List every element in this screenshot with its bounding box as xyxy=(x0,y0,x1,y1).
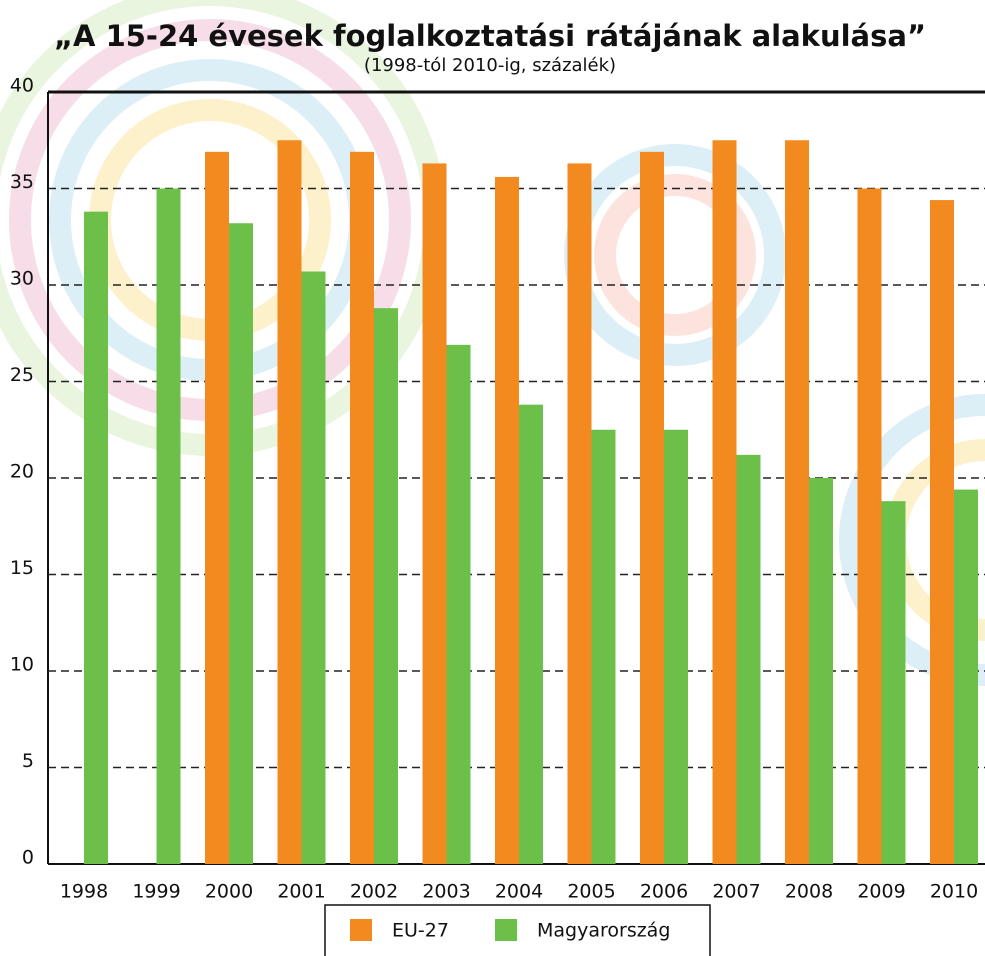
legend-label: Magyarország xyxy=(537,920,670,942)
chart-subtitle: (1998-tól 2010-ig, százalék) xyxy=(364,55,616,76)
bar xyxy=(785,140,809,864)
chart-title: „A 15-24 évesek foglalkoztatási rátájána… xyxy=(54,19,926,53)
bar xyxy=(229,223,253,864)
bar xyxy=(84,212,108,864)
bar xyxy=(157,189,181,865)
x-tick-label: 1998 xyxy=(60,881,108,903)
y-tick-label: 0 xyxy=(22,847,34,869)
bar xyxy=(640,152,664,864)
x-tick-label: 2001 xyxy=(277,881,325,903)
y-tick-label: 30 xyxy=(10,268,34,290)
bar xyxy=(519,405,543,864)
bar xyxy=(882,501,906,864)
y-tick-label: 20 xyxy=(10,461,34,483)
bar xyxy=(592,430,616,864)
y-tick-label: 15 xyxy=(10,557,34,579)
bar xyxy=(205,152,229,864)
x-tick-label: 2010 xyxy=(930,881,978,903)
bar xyxy=(713,140,737,864)
y-tick-label: 40 xyxy=(10,75,34,97)
x-tick-label: 2003 xyxy=(422,881,470,903)
y-tick-label: 5 xyxy=(22,750,34,772)
bar xyxy=(930,200,954,864)
bar xyxy=(495,177,519,864)
bar xyxy=(568,163,592,864)
chart: „A 15-24 évesek foglalkoztatási rátájána… xyxy=(0,0,985,956)
x-tick-label: 2006 xyxy=(640,881,688,903)
bar xyxy=(423,163,447,864)
x-tick-label: 2007 xyxy=(712,881,760,903)
bar xyxy=(278,140,302,864)
legend-swatch xyxy=(495,919,517,941)
x-tick-label: 1999 xyxy=(132,881,180,903)
x-tick-label: 2002 xyxy=(350,881,398,903)
y-tick-label: 10 xyxy=(10,654,34,676)
y-tick-label: 25 xyxy=(10,364,34,386)
bar xyxy=(737,455,761,864)
x-tick-label: 2008 xyxy=(785,881,833,903)
bar xyxy=(447,345,471,864)
bar xyxy=(664,430,688,864)
bar xyxy=(858,189,882,865)
bar xyxy=(954,490,978,864)
bar xyxy=(350,152,374,864)
x-tick-label: 2005 xyxy=(567,881,615,903)
bar xyxy=(809,478,833,864)
x-tick-label: 2004 xyxy=(495,881,543,903)
bar xyxy=(302,271,326,864)
x-tick-label: 2009 xyxy=(857,881,905,903)
bar xyxy=(374,308,398,864)
y-tick-label: 35 xyxy=(10,171,34,193)
x-tick-label: 2000 xyxy=(205,881,253,903)
legend-label: EU-27 xyxy=(392,920,449,942)
legend-swatch xyxy=(350,919,372,941)
